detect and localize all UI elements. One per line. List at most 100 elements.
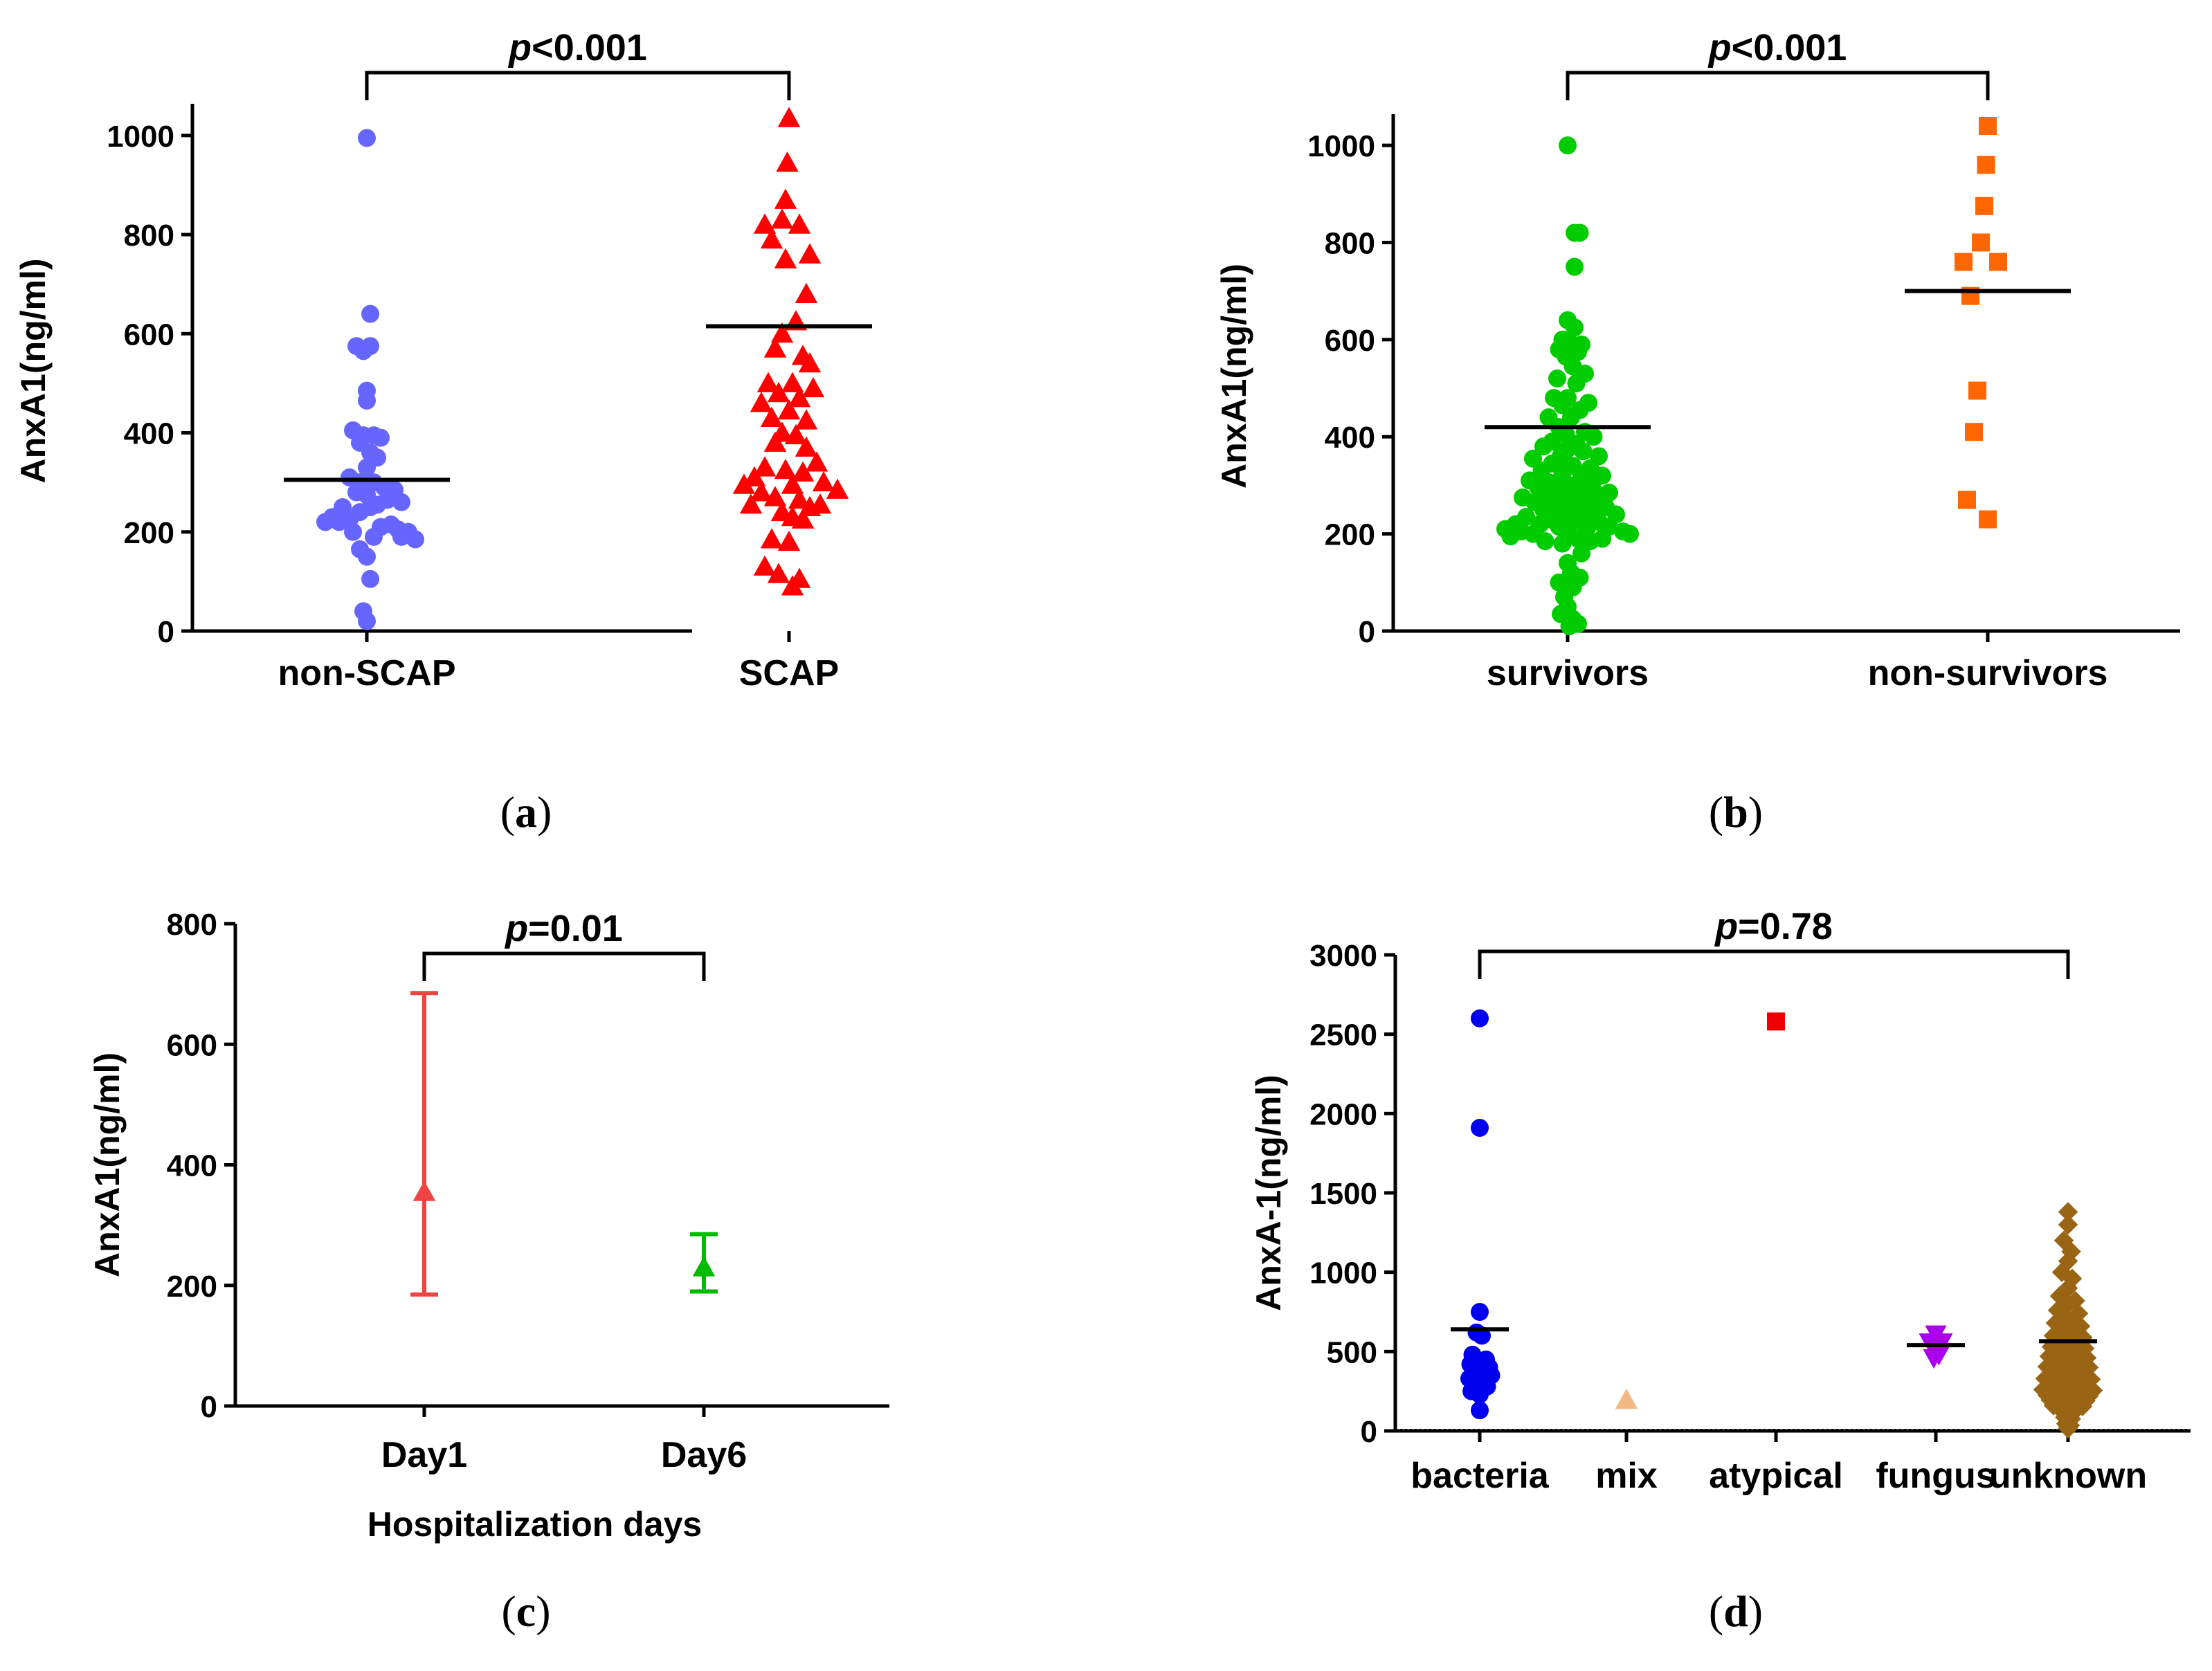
y-tick-label: 200 (167, 1270, 217, 1304)
data-point (2058, 1214, 2078, 1235)
data-point (372, 428, 390, 447)
center-marker (692, 1256, 716, 1277)
category-label: SCAP (739, 653, 839, 693)
panel-b: 0 200 400 600 800 1000 survivors non-survivors A… (1215, 27, 2180, 837)
panel-a: 0 200 400 600 800 1000 non-SCAP SCAP AnxA1(ng/ml… (14, 27, 872, 837)
data-point (812, 471, 835, 492)
category-label: non-SCAP (278, 653, 455, 693)
panel-d: 0 500 1000 1500 2000 2500 3000 bacteria mix atypi… (1249, 906, 2191, 1636)
data-point (767, 381, 790, 403)
data-point (1570, 223, 1589, 242)
y-tick-label: 600 (1325, 324, 1375, 358)
caption-letter: c (516, 1587, 536, 1636)
data-point (788, 213, 811, 234)
data-point (750, 481, 773, 502)
data-point (358, 458, 376, 477)
caption-close: ) (1748, 1587, 1763, 1636)
data-point (795, 282, 818, 303)
p-value-label: p<0.001 (1707, 27, 1847, 69)
data-point (344, 522, 362, 541)
data-point (1968, 381, 1986, 400)
caption-letter: d (1723, 1587, 1748, 1636)
data-point (795, 409, 818, 430)
y-tick-label: 800 (124, 219, 174, 253)
y-tick-label: 1000 (107, 120, 174, 154)
y-axis-label: AnxA1(ng/ml) (14, 259, 53, 484)
data-point (330, 513, 348, 531)
data-point (756, 372, 780, 392)
series-Day6 (690, 1232, 718, 1294)
data-point (743, 466, 766, 486)
data-point (1979, 117, 1997, 136)
data-point (767, 563, 790, 583)
data-point (1572, 544, 1590, 563)
data-point (760, 228, 783, 249)
series-survivors (1485, 136, 1651, 635)
series-unknown (2033, 1202, 2103, 1439)
data-point (753, 555, 777, 576)
data-point (1550, 573, 1568, 592)
series-atypical (1767, 1012, 1785, 1031)
significance-bracket (365, 71, 791, 100)
data-point (781, 473, 804, 494)
category-label: survivors (1487, 653, 1649, 693)
data-point (1965, 423, 1983, 441)
p-value-label: p=0.01 (504, 908, 623, 949)
data-point (798, 243, 822, 264)
data-point (760, 406, 783, 428)
category-label: mix (1595, 1456, 1658, 1496)
panel-caption: (b) (1709, 787, 1763, 837)
data-point (777, 530, 801, 551)
data-point (798, 352, 822, 373)
data-point (1548, 369, 1566, 388)
y-axis-label: AnxA-1(ng/ml) (1249, 1075, 1288, 1311)
p-value: <0.001 (532, 27, 647, 69)
data-point (354, 342, 372, 360)
p-symbol: p (504, 908, 528, 949)
p-value: =0.78 (1738, 906, 1833, 947)
data-point (1972, 233, 1990, 252)
data-point (365, 527, 383, 546)
data-point (781, 575, 804, 596)
data-point (770, 322, 794, 343)
data-point (795, 436, 818, 457)
y-tick-label: 800 (1325, 226, 1375, 260)
y-tick-label: 0 (158, 615, 174, 649)
data-point (1574, 442, 1593, 461)
p-symbol: p (1707, 27, 1732, 69)
caption-open: ( (1709, 787, 1723, 837)
data-point (777, 107, 801, 127)
series-bacteria (1451, 1009, 1509, 1420)
p-value: <0.001 (1732, 27, 1847, 69)
data-point (1979, 510, 1997, 529)
data-point (763, 486, 787, 506)
data-point (784, 423, 808, 445)
p-value-label: p<0.001 (507, 27, 647, 69)
data-point (1615, 1389, 1638, 1409)
significance-bracket (1478, 949, 2070, 979)
caption-close: ) (1748, 787, 1763, 837)
data-point (774, 188, 797, 209)
data-point (1566, 318, 1584, 337)
y-tick-label: 1500 (1309, 1177, 1377, 1211)
data-point (2058, 1418, 2078, 1439)
panel-caption: (a) (500, 787, 552, 837)
data-point (770, 208, 794, 229)
data-point (1562, 408, 1580, 427)
data-point (1471, 1303, 1489, 1321)
series-non-SCAP (284, 129, 450, 630)
y-tick-label: 2000 (1309, 1097, 1377, 1131)
p-value: =0.01 (528, 908, 623, 949)
y-tick-label: 0 (201, 1390, 217, 1424)
caption-close: ) (537, 787, 552, 837)
series-mix (1615, 1389, 1638, 1409)
data-point (788, 387, 811, 408)
category-label: unknown (1989, 1456, 2147, 1496)
category-label: Day6 (661, 1435, 747, 1475)
data-point (361, 304, 379, 323)
data-point (406, 530, 424, 549)
data-point (1471, 1385, 1489, 1404)
caption-letter: b (1723, 787, 1748, 837)
caption-open: ( (1709, 1587, 1723, 1636)
